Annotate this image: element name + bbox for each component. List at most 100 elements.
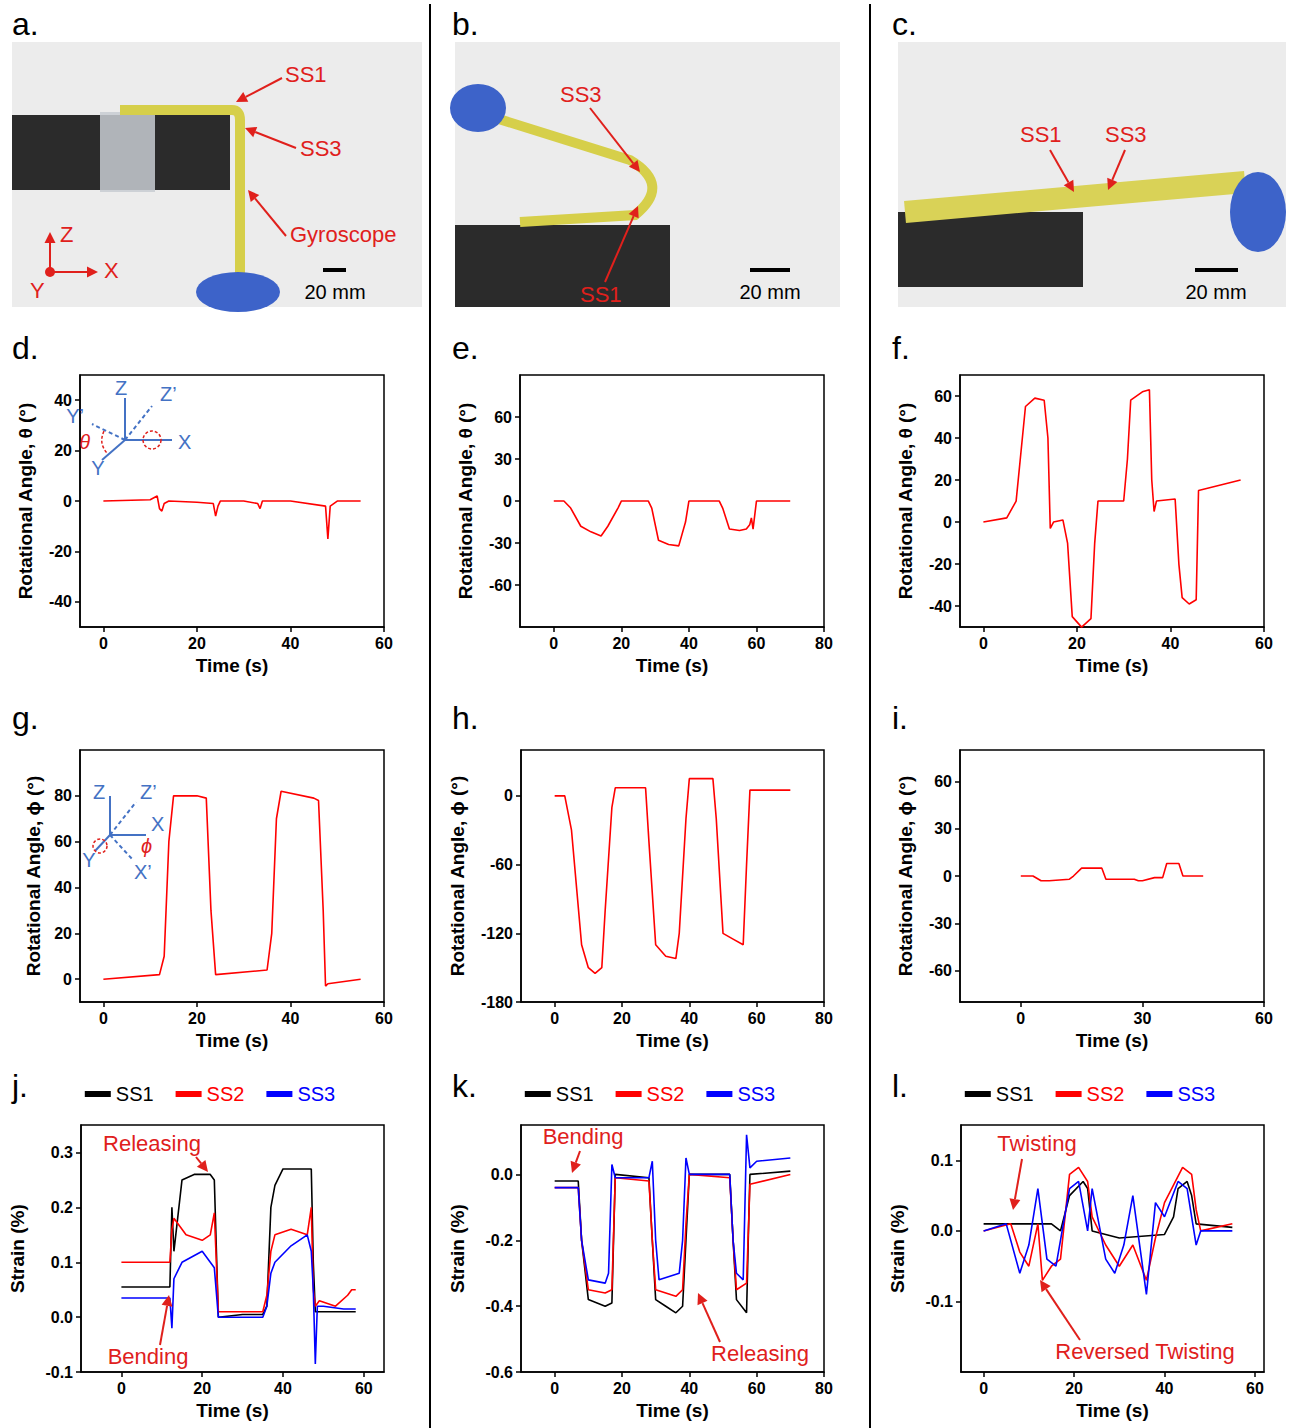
svg-text:Rotational Angle, ϕ (°): Rotational Angle, ϕ (°) <box>895 776 916 977</box>
svg-text:60: 60 <box>54 833 72 850</box>
svg-text:Time (s): Time (s) <box>196 655 269 676</box>
svg-text:30: 30 <box>1134 1010 1152 1027</box>
svg-text:60: 60 <box>934 388 952 405</box>
svg-text:60: 60 <box>1255 1010 1273 1027</box>
svg-text:Y: Y <box>82 849 95 871</box>
svg-text:SS2: SS2 <box>647 1083 685 1105</box>
svg-text:SS1: SS1 <box>116 1083 154 1105</box>
svg-text:Y’: Y’ <box>66 405 84 427</box>
svg-text:0: 0 <box>63 971 72 988</box>
svg-text:40: 40 <box>1156 1380 1174 1397</box>
svg-text:60: 60 <box>375 1010 393 1027</box>
svg-text:60: 60 <box>1255 635 1273 652</box>
svg-text:X: X <box>104 258 119 283</box>
svg-text:Y: Y <box>30 278 45 303</box>
svg-text:Rotational Angle, θ (°): Rotational Angle, θ (°) <box>15 403 36 600</box>
svg-text:0: 0 <box>99 1010 108 1027</box>
svg-text:SS1: SS1 <box>285 62 327 87</box>
svg-text:40: 40 <box>274 1380 292 1397</box>
svg-text:X: X <box>178 431 191 453</box>
svg-text:20: 20 <box>188 1010 206 1027</box>
svg-text:Time (s): Time (s) <box>196 1030 269 1051</box>
svg-text:SS3: SS3 <box>560 82 602 107</box>
svg-text:Rotational Angle, ϕ (°): Rotational Angle, ϕ (°) <box>447 776 468 977</box>
svg-text:Strain (%): Strain (%) <box>7 1204 28 1293</box>
svg-text:0: 0 <box>943 868 952 885</box>
svg-text:SS1: SS1 <box>580 282 622 307</box>
svg-text:SS3: SS3 <box>1177 1083 1215 1105</box>
svg-text:60: 60 <box>934 773 952 790</box>
svg-text:Z’: Z’ <box>140 781 157 803</box>
svg-text:Time (s): Time (s) <box>636 655 709 676</box>
svg-text:Rotational Angle, θ (°): Rotational Angle, θ (°) <box>895 403 916 600</box>
svg-text:-40: -40 <box>929 598 952 615</box>
svg-text:SS2: SS2 <box>1087 1083 1125 1105</box>
svg-text:0: 0 <box>117 1380 126 1397</box>
svg-text:40: 40 <box>54 879 72 896</box>
svg-text:60: 60 <box>494 409 512 426</box>
svg-text:0.0: 0.0 <box>51 1309 73 1326</box>
svg-text:0: 0 <box>979 1380 988 1397</box>
svg-text:Reversed Twisting: Reversed Twisting <box>1055 1339 1234 1364</box>
svg-text:60: 60 <box>1246 1380 1264 1397</box>
svg-text:20: 20 <box>934 472 952 489</box>
svg-text:0: 0 <box>550 1380 559 1397</box>
svg-text:30: 30 <box>494 451 512 468</box>
svg-text:0: 0 <box>550 1010 559 1027</box>
svg-text:Bending: Bending <box>108 1344 189 1369</box>
svg-text:SS3: SS3 <box>300 136 342 161</box>
svg-text:Time (s): Time (s) <box>1076 1400 1149 1421</box>
svg-text:-30: -30 <box>489 535 512 552</box>
svg-text:SS1: SS1 <box>1020 122 1062 147</box>
svg-text:80: 80 <box>815 635 833 652</box>
svg-text:SS3: SS3 <box>297 1083 335 1105</box>
svg-text:Releasing: Releasing <box>711 1341 809 1366</box>
svg-text:60: 60 <box>748 635 766 652</box>
svg-text:-30: -30 <box>929 915 952 932</box>
svg-text:40: 40 <box>680 635 698 652</box>
svg-text:-0.1: -0.1 <box>45 1364 73 1381</box>
svg-text:0.3: 0.3 <box>51 1144 73 1161</box>
svg-text:80: 80 <box>815 1010 833 1027</box>
svg-text:Strain (%): Strain (%) <box>447 1204 468 1293</box>
svg-text:-20: -20 <box>49 543 72 560</box>
svg-text:Z: Z <box>93 781 105 803</box>
svg-text:0.0: 0.0 <box>491 1166 513 1183</box>
svg-text:-60: -60 <box>490 856 513 873</box>
svg-text:60: 60 <box>748 1380 766 1397</box>
svg-text:Z’: Z’ <box>160 383 177 405</box>
svg-text:ϕ: ϕ <box>141 835 152 857</box>
svg-text:Time (s): Time (s) <box>1076 1030 1149 1051</box>
svg-text:30: 30 <box>934 820 952 837</box>
svg-text:20: 20 <box>54 925 72 942</box>
svg-text:0: 0 <box>504 787 513 804</box>
svg-text:20: 20 <box>193 1380 211 1397</box>
svg-text:60: 60 <box>375 635 393 652</box>
svg-text:X: X <box>151 813 164 835</box>
svg-text:60: 60 <box>355 1380 373 1397</box>
svg-text:0: 0 <box>99 635 108 652</box>
svg-text:0: 0 <box>979 635 988 652</box>
svg-text:Time (s): Time (s) <box>636 1030 709 1051</box>
svg-text:Z: Z <box>115 377 127 399</box>
svg-text:SS1: SS1 <box>996 1083 1034 1105</box>
svg-text:40: 40 <box>282 635 300 652</box>
svg-text:SS3: SS3 <box>737 1083 775 1105</box>
svg-text:Strain (%): Strain (%) <box>887 1204 908 1293</box>
svg-text:80: 80 <box>815 1380 833 1397</box>
svg-text:-20: -20 <box>929 556 952 573</box>
svg-text:40: 40 <box>680 1380 698 1397</box>
svg-text:-40: -40 <box>49 593 72 610</box>
svg-text:Z: Z <box>60 222 73 247</box>
svg-text:SS3: SS3 <box>1105 122 1147 147</box>
svg-text:0: 0 <box>503 493 512 510</box>
svg-text:20: 20 <box>613 1010 631 1027</box>
svg-text:0: 0 <box>63 493 72 510</box>
svg-text:θ: θ <box>79 431 90 453</box>
svg-text:-0.1: -0.1 <box>925 1293 953 1310</box>
svg-text:20: 20 <box>1068 635 1086 652</box>
svg-text:20: 20 <box>613 1380 631 1397</box>
svg-text:0: 0 <box>549 635 558 652</box>
svg-text:40: 40 <box>54 392 72 409</box>
svg-text:20: 20 <box>612 635 630 652</box>
